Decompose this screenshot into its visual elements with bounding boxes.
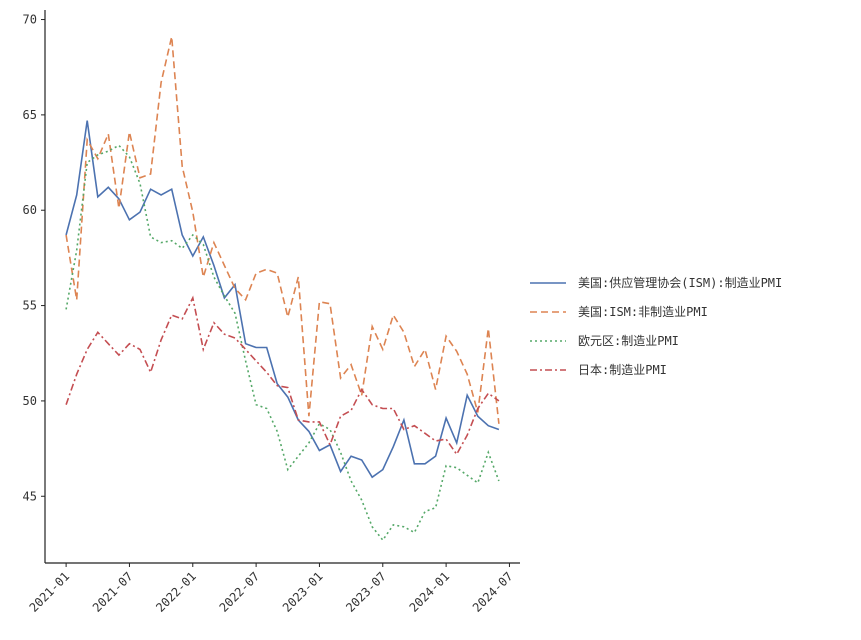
x-tick-label: 2022-01 [153, 569, 199, 615]
y-tick-label: 50 [23, 394, 37, 408]
series-line [65, 36, 500, 424]
x-tick-label: 2023-07 [343, 569, 389, 615]
y-tick-label: 70 [23, 13, 37, 27]
legend-label: 欧元区:制造业PMI [578, 334, 679, 348]
x-tick-label: 2022-07 [217, 569, 263, 615]
legend: 美国:供应管理协会(ISM):制造业PMI 美国:ISM:非制造业PMI 欧元区:制… [530, 275, 782, 377]
legend-label: 美国:供应管理协会(ISM):制造业PMI [578, 275, 782, 290]
series-line [65, 295, 500, 456]
x-tick-label: 2024-01 [407, 569, 453, 615]
x-tick-label: 2021-07 [90, 569, 136, 615]
legend-label: 日本:制造业PMI [578, 363, 667, 377]
y-tick-label: 65 [23, 108, 37, 122]
series-line [65, 120, 500, 479]
x-tick-label: 2023-01 [280, 569, 326, 615]
legend-label: 美国:ISM:非制造业PMI [578, 305, 708, 319]
y-tick-label: 55 [23, 299, 37, 313]
x-tick-label: 2021-01 [27, 569, 73, 615]
series-line [65, 144, 500, 542]
x-tick-label: 2024-07 [470, 569, 516, 615]
y-tick-label: 45 [23, 489, 37, 503]
y-tick-label: 60 [23, 203, 37, 217]
